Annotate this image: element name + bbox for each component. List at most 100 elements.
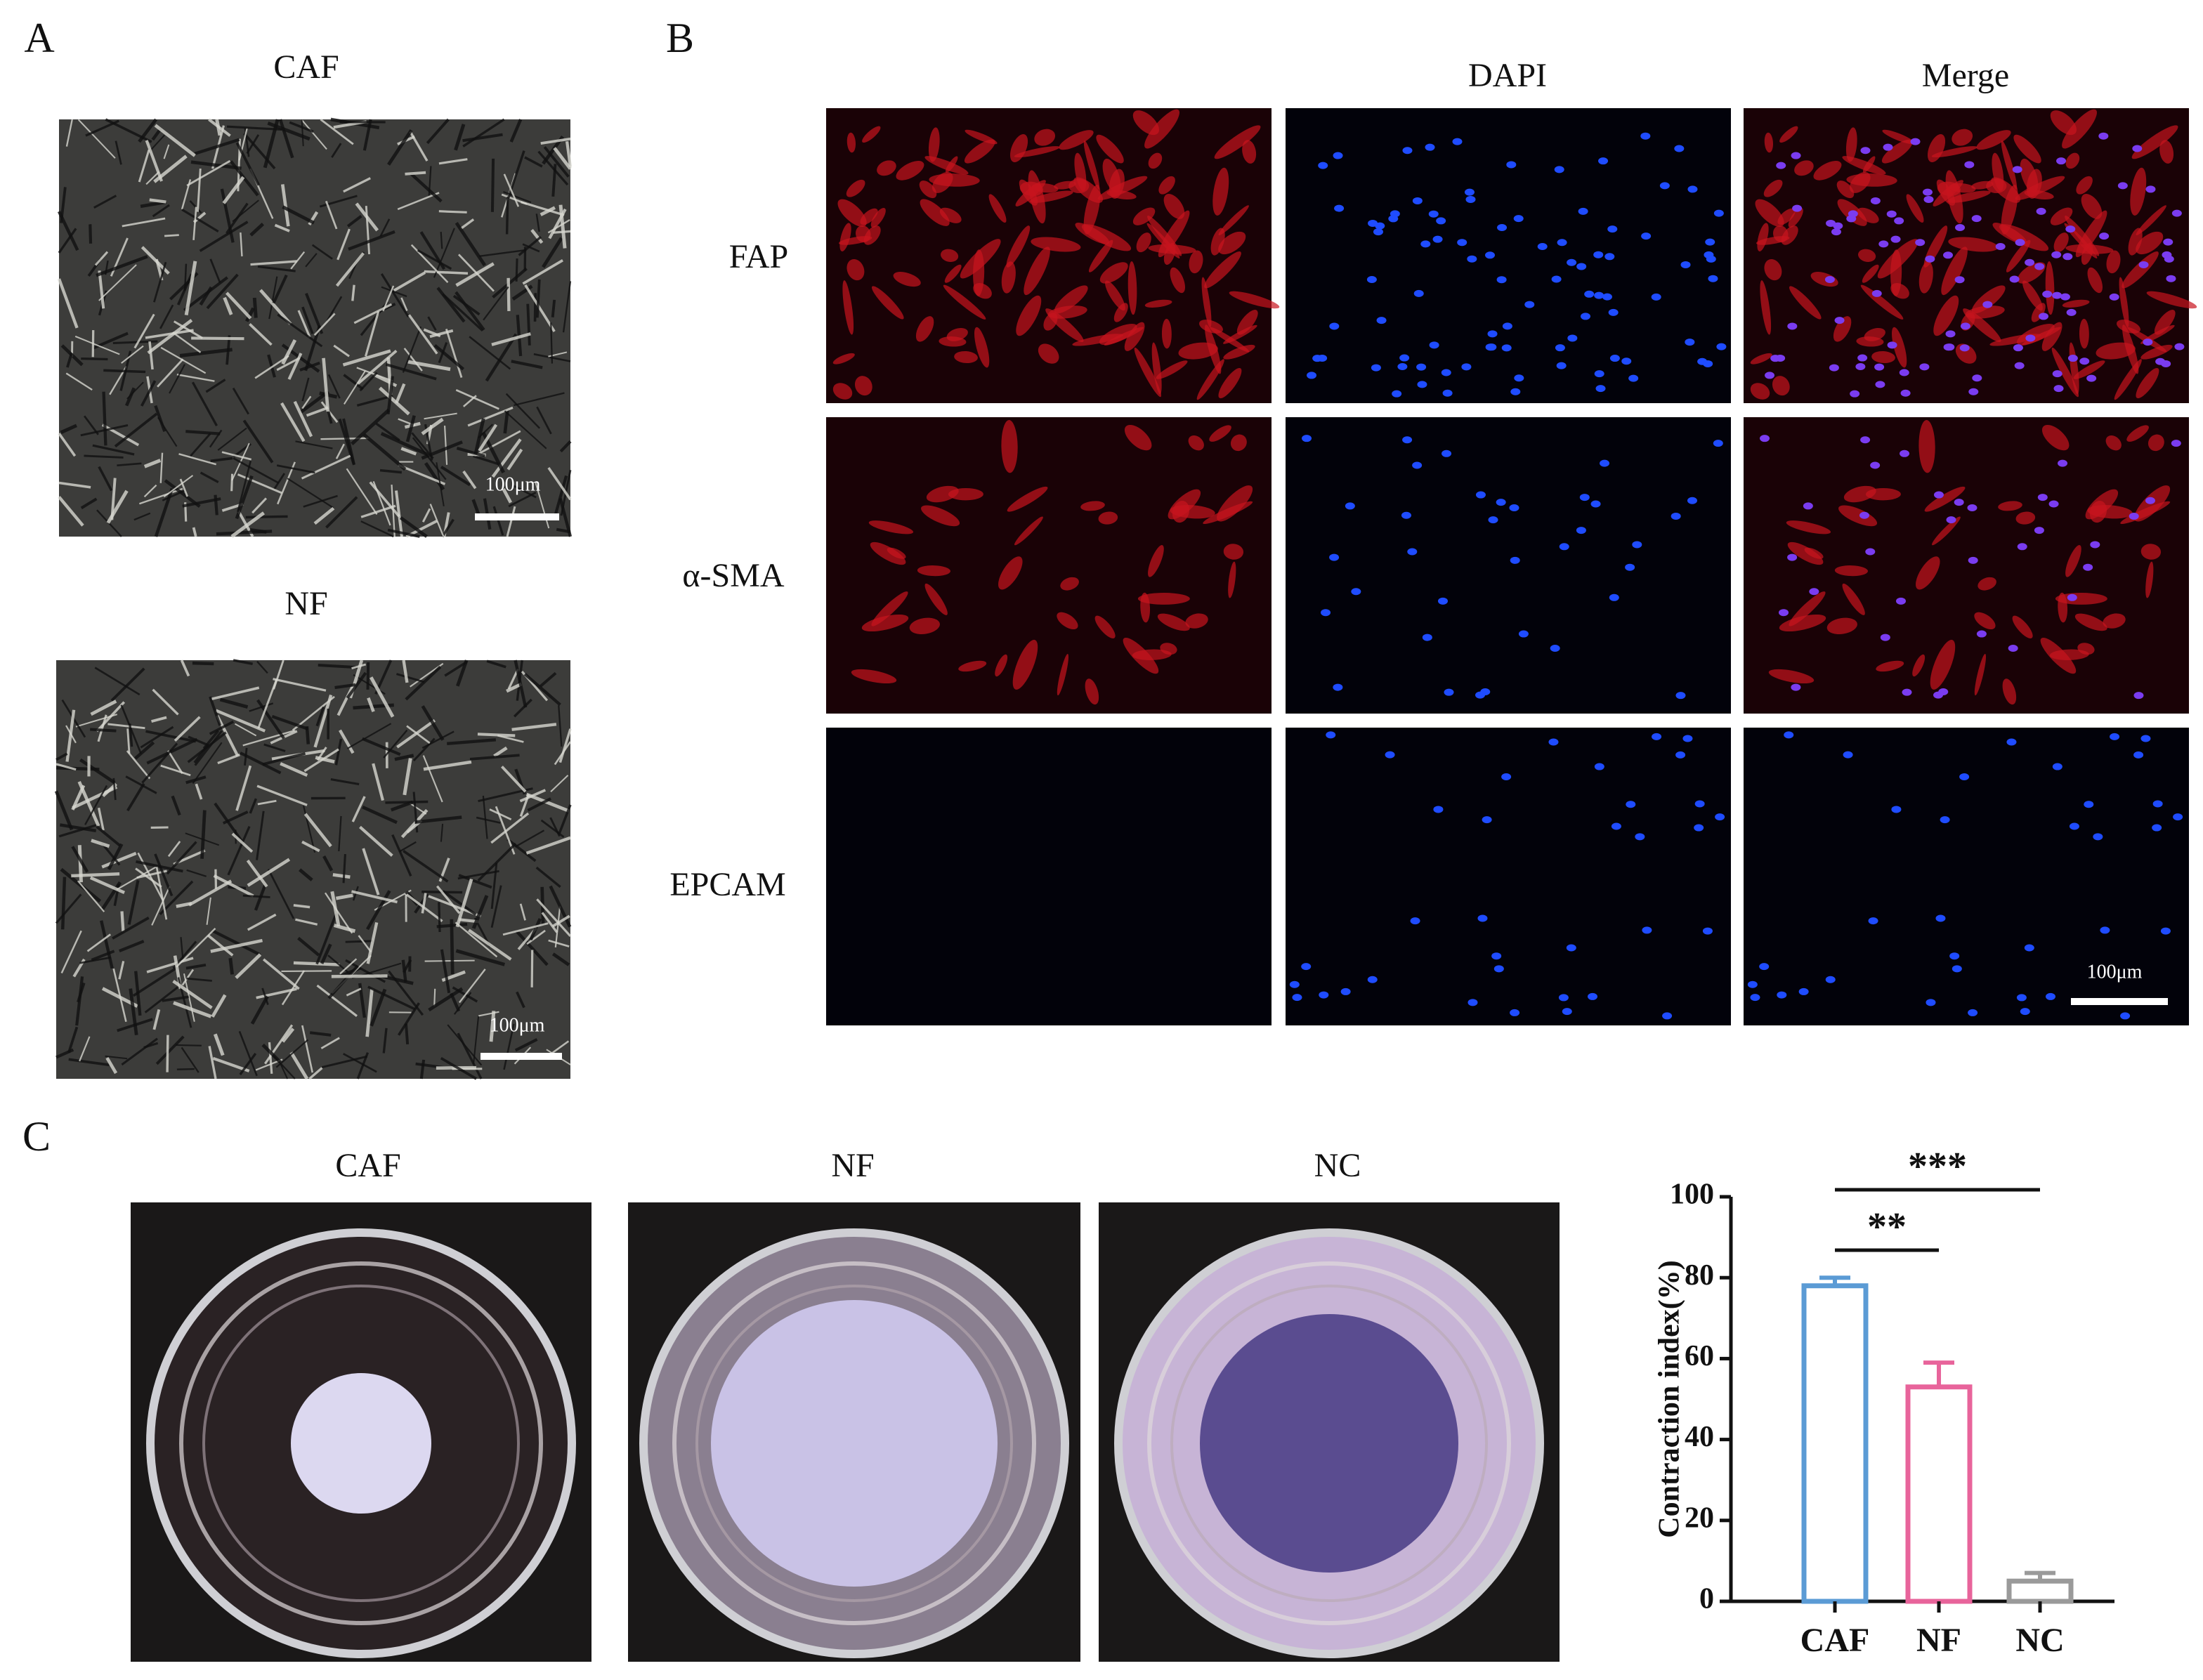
cell <box>163 144 170 159</box>
cell <box>58 823 100 838</box>
cell <box>353 303 393 324</box>
red-cell <box>2062 299 2090 308</box>
nucleus <box>1576 263 1587 270</box>
nucleus <box>1392 390 1402 398</box>
red-cell <box>846 132 856 153</box>
cell <box>58 496 84 527</box>
cell <box>295 440 333 449</box>
nucleus <box>1870 461 1881 469</box>
cell <box>74 335 120 355</box>
bar <box>1801 1283 1869 1604</box>
nucleus <box>1910 138 1921 145</box>
fluorescence-image <box>1744 108 2197 403</box>
red-cell <box>1858 249 1876 262</box>
cell <box>77 119 116 159</box>
nucleus <box>1321 609 1331 617</box>
nucleus <box>2067 593 2077 601</box>
cell <box>504 410 547 449</box>
red-cell <box>1912 654 1926 677</box>
red-cell <box>1949 183 1976 193</box>
cell <box>357 349 398 385</box>
cell <box>331 974 388 978</box>
red-cell <box>1760 280 1772 335</box>
cell <box>421 440 463 460</box>
nucleus <box>1871 289 1882 297</box>
cell <box>226 125 282 131</box>
red-cell <box>1001 419 1018 473</box>
cell <box>342 349 391 367</box>
cell <box>300 390 330 414</box>
cell <box>96 701 126 733</box>
nucleus <box>2171 440 2181 447</box>
cell <box>309 1031 332 1037</box>
well-photo <box>1099 1202 1560 1662</box>
cell <box>79 1036 91 1062</box>
cell <box>249 323 273 346</box>
scale-bar-label: 100μm <box>490 1014 545 1036</box>
red-cell <box>1148 545 1164 577</box>
nucleus <box>1870 197 1881 204</box>
cell <box>421 417 444 435</box>
nucleus <box>1685 339 1695 346</box>
cell <box>422 755 443 803</box>
nucleus <box>1946 516 1956 524</box>
red-cell <box>960 239 1001 279</box>
cell <box>191 381 218 426</box>
cell <box>106 490 129 524</box>
cell <box>268 1042 273 1074</box>
nucleus <box>2058 459 2068 467</box>
nucleus <box>2048 500 2059 508</box>
cell <box>231 832 254 853</box>
cell <box>173 1001 212 1018</box>
red-cell <box>2051 347 2079 398</box>
cell <box>381 286 407 298</box>
nucleus <box>2174 343 2185 350</box>
cell <box>336 685 354 716</box>
cell <box>503 1023 515 1070</box>
red-cell <box>2015 511 2036 525</box>
image-title: CAF <box>335 1147 400 1184</box>
nucleus <box>1301 963 1312 971</box>
cell <box>65 119 73 147</box>
red-cell <box>2146 291 2197 309</box>
red-cell <box>915 316 934 342</box>
cell <box>320 943 332 964</box>
cell <box>483 286 509 321</box>
nucleus <box>1429 341 1439 349</box>
cell <box>438 902 441 933</box>
red-cell <box>1047 306 1087 319</box>
cell <box>369 481 400 518</box>
nucleus <box>2160 927 2171 935</box>
cell <box>86 933 112 952</box>
cell <box>216 715 240 756</box>
nucleus <box>1554 166 1564 173</box>
nucleus <box>1501 773 1512 781</box>
red-cell <box>2103 613 2126 629</box>
cell <box>148 341 154 370</box>
gel <box>1200 1314 1458 1573</box>
nucleus <box>1878 240 1889 248</box>
nucleus <box>1319 991 1329 999</box>
cell <box>228 957 234 975</box>
red-cell <box>1916 556 1940 590</box>
red-cell <box>2013 134 2041 164</box>
red-cell <box>2062 109 2097 149</box>
cell <box>403 758 412 796</box>
micrograph <box>54 659 572 1080</box>
cell <box>102 391 107 446</box>
cell <box>403 849 449 883</box>
cell <box>174 716 201 742</box>
red-cell <box>1998 501 2022 511</box>
cell <box>211 994 227 1018</box>
cell <box>55 752 68 761</box>
nucleus <box>1557 239 1567 247</box>
cell <box>468 928 512 961</box>
cell <box>358 935 372 953</box>
red-cell <box>2140 544 2162 560</box>
cell <box>129 988 138 1036</box>
cell <box>213 874 254 898</box>
cell <box>333 344 350 357</box>
cell <box>145 730 197 743</box>
cell <box>186 159 231 187</box>
scale-bar-label: 100μm <box>2087 961 2143 983</box>
